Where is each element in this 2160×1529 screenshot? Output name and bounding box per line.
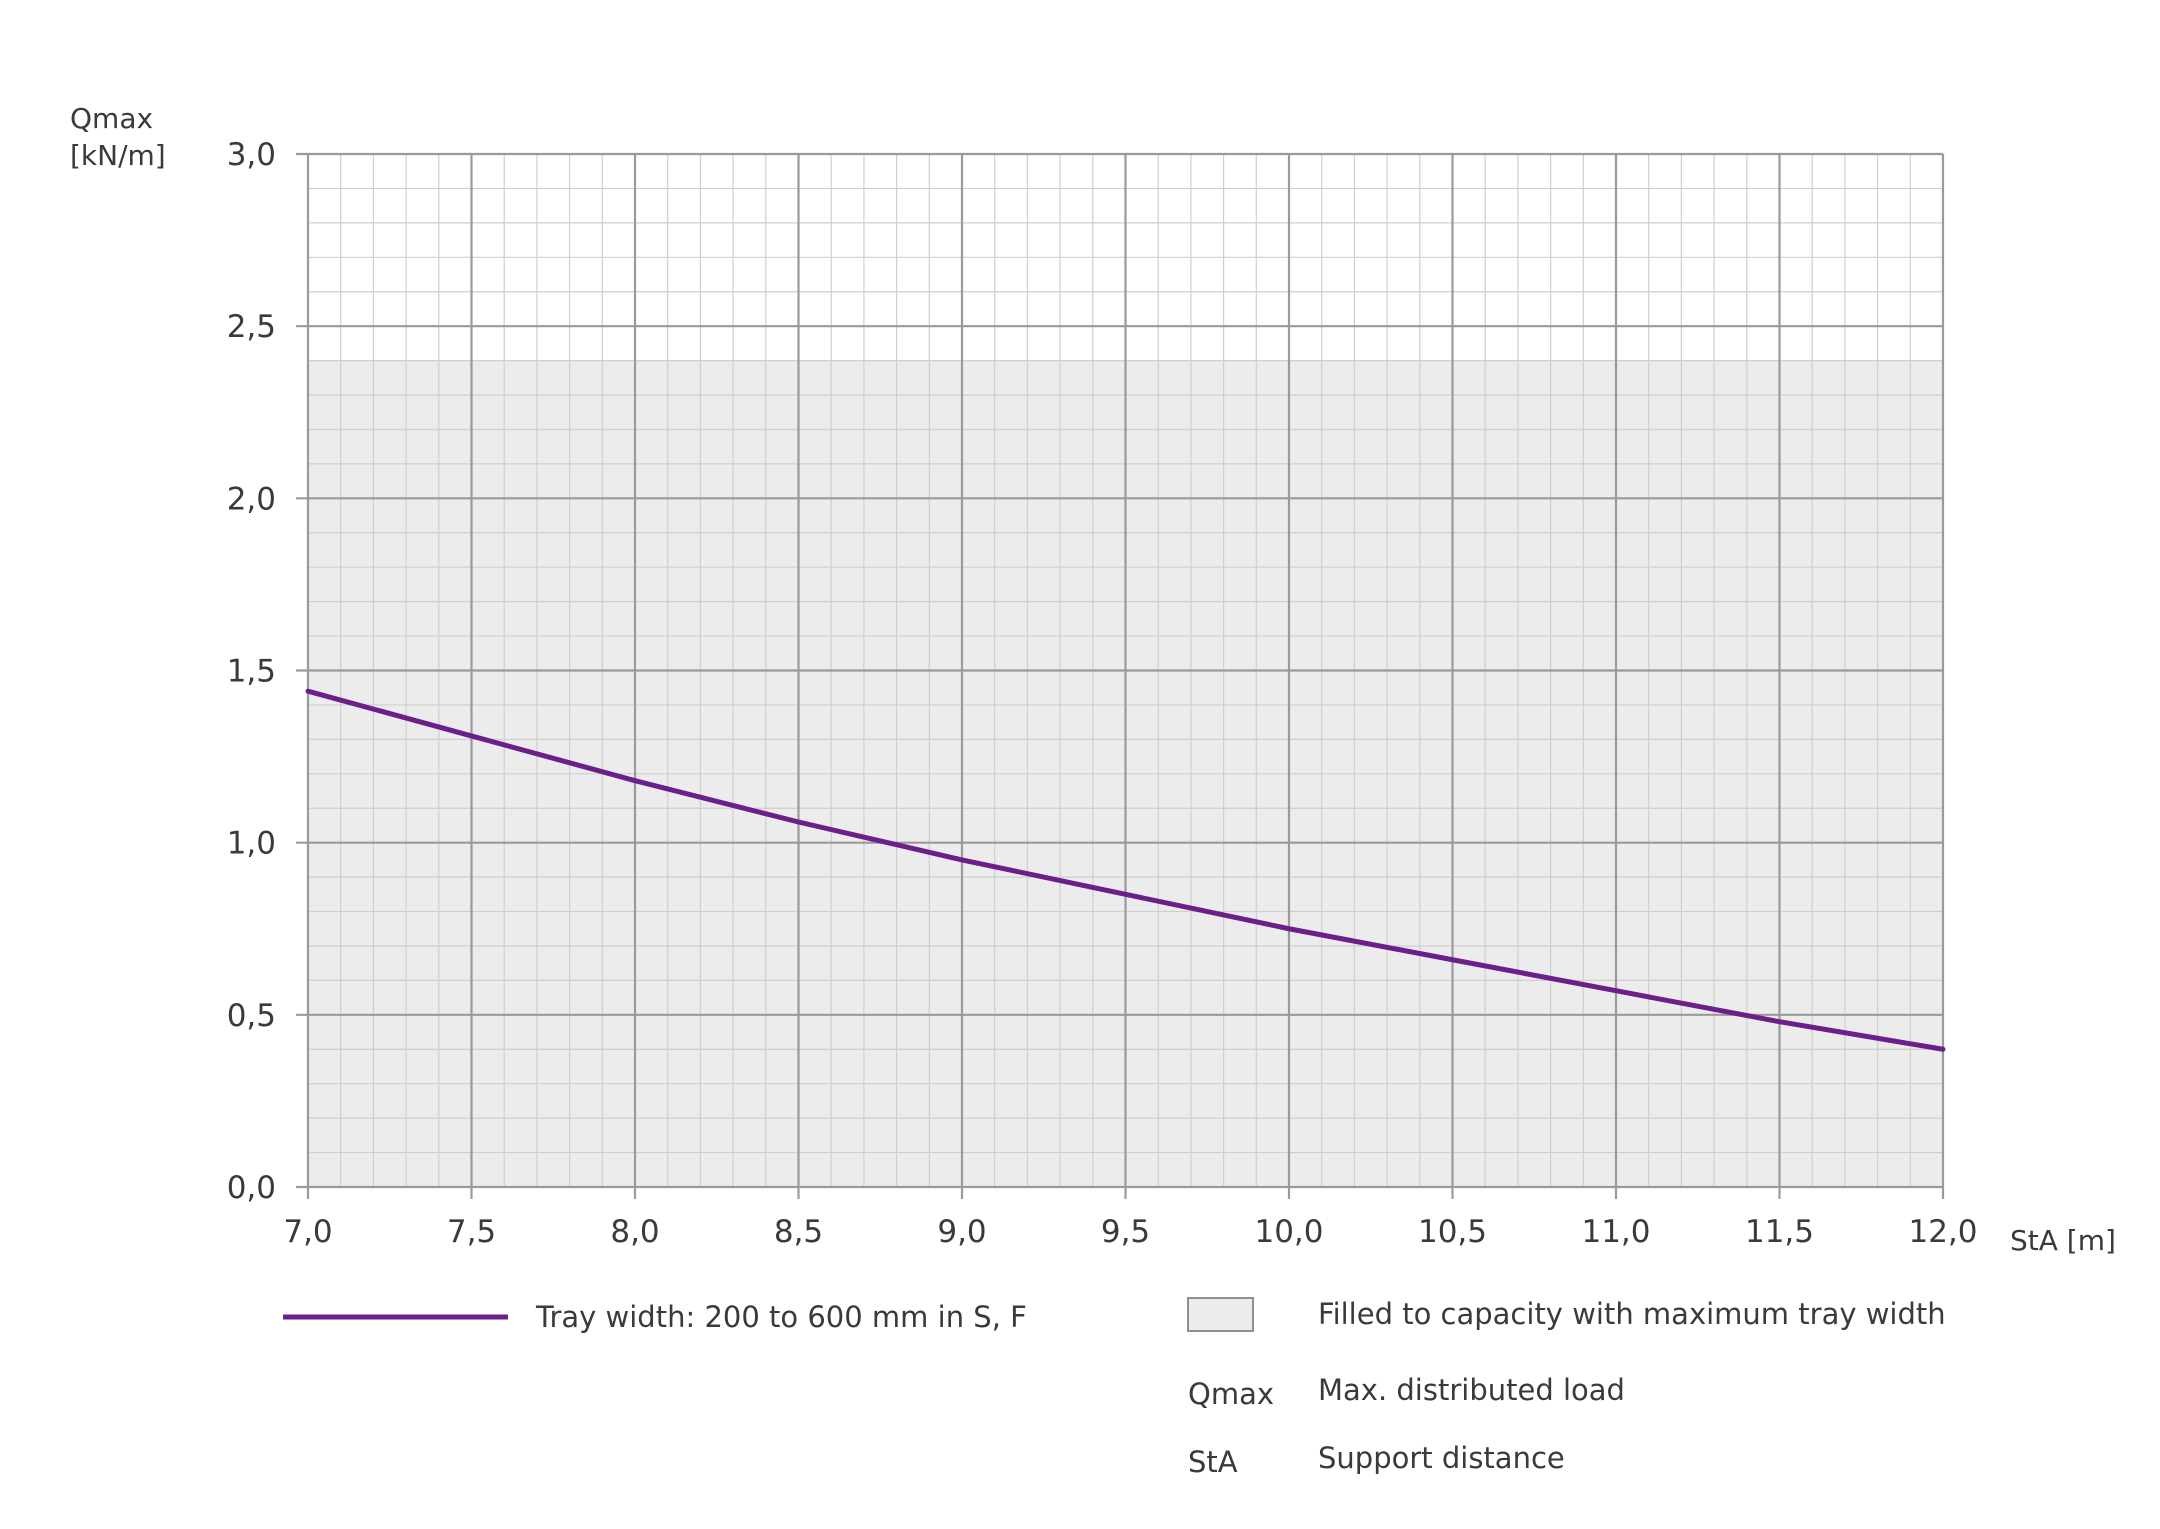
legend-abbr-def-sta: Support distance xyxy=(1318,1441,1565,1475)
x-tick-label: 7,0 xyxy=(283,1214,332,1250)
x-axis-ticks: 7,0 7,5 8,0 8,5 9,0 9,5 10,0 10,5 11,0 11,5 12,0 xyxy=(283,1214,1977,1250)
y-axis-ticks: 0,0 0,5 1,0 1,5 2,0 2,5 3,0 xyxy=(227,137,276,1206)
legend-abbr-term-sta: StA xyxy=(1188,1445,1238,1479)
y-tick-label: 1,5 xyxy=(227,654,276,690)
x-tick-label: 8,5 xyxy=(774,1214,823,1250)
y-axis-title-line2: [kN/m] xyxy=(70,139,166,172)
x-tick-label: 11,0 xyxy=(1581,1214,1650,1250)
legend-abbr-term-qmax: Qmax xyxy=(1188,1377,1274,1411)
y-axis-title-line1: Qmax xyxy=(70,102,153,135)
x-tick-label: 10,0 xyxy=(1254,1214,1323,1250)
x-tick-label: 11,5 xyxy=(1745,1214,1814,1250)
legend-abbr-def-qmax: Max. distributed load xyxy=(1318,1373,1625,1407)
x-tick-label: 7,5 xyxy=(447,1214,496,1250)
legend-fill-swatch xyxy=(1187,1297,1254,1332)
x-tick-label: 12,0 xyxy=(1908,1214,1977,1250)
major-grid xyxy=(296,152,1945,1199)
series-line-tray-width xyxy=(305,688,1946,1052)
y-tick-label: 0,5 xyxy=(227,998,276,1034)
legend-fill-label: Filled to capacity with maximum tray wid… xyxy=(1318,1297,1946,1331)
y-tick-label: 2,5 xyxy=(227,309,276,345)
x-axis-title: StA [m] xyxy=(2010,1224,2116,1257)
legend-line-label: Tray width: 200 to 600 mm in S, F xyxy=(535,1300,1027,1334)
x-tick-label: 9,5 xyxy=(1101,1214,1150,1250)
y-tick-label: 1,0 xyxy=(227,826,276,862)
x-tick-label: 9,0 xyxy=(937,1214,986,1250)
x-tick-label: 10,5 xyxy=(1418,1214,1487,1250)
y-tick-label: 2,0 xyxy=(227,481,276,517)
legend: Tray width: 200 to 600 mm in S, F Filled… xyxy=(283,1297,1946,1479)
y-tick-label: 0,0 xyxy=(227,1170,276,1206)
y-tick-label: 3,0 xyxy=(227,137,276,173)
x-tick-label: 8,0 xyxy=(610,1214,659,1250)
